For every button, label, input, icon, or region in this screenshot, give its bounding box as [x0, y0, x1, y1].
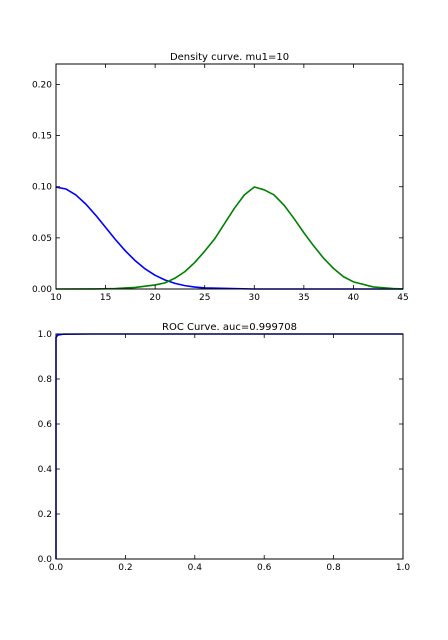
density-x-tick-label: 15	[100, 293, 111, 303]
roc-y-tick-label: 0.0	[38, 555, 53, 565]
density-chart: Density curve. mu1=10 10 15 20 25 30 35 40 45 0.…	[32, 52, 409, 303]
density-y-tick-label: 0.15	[32, 132, 52, 142]
roc-x-tick-label: 0.4	[188, 563, 203, 573]
roc-y-tick-label: 1.0	[38, 330, 53, 340]
roc-x-tick-label: 0.6	[257, 563, 272, 573]
density-x-tick-label: 45	[397, 293, 408, 303]
density-x-tick-label: 25	[199, 293, 210, 303]
roc-plot-frame	[55, 333, 404, 560]
density-x-tick-label: 10	[50, 293, 62, 303]
roc-y-tick-label: 0.6	[38, 420, 53, 430]
density-ticks-layer: 10 15 20 25 30 35 40 45 0.00 0.05 0.10 0.15 0.20	[32, 64, 409, 303]
density-x-tick-label: 35	[298, 293, 309, 303]
density-y-tick-label: 0.00	[32, 285, 52, 295]
density-series-layer	[55, 186, 404, 290]
density-x-tick-label: 30	[249, 293, 261, 303]
roc-y-tick-label: 0.8	[38, 375, 53, 385]
density-chart-title: Density curve. mu1=10	[170, 52, 289, 63]
roc-y-tick-label: 0.4	[38, 465, 53, 475]
density-y-tick-label: 0.05	[32, 234, 52, 244]
density-plot-frame	[55, 63, 404, 290]
density-y-tick-label: 0.10	[32, 183, 52, 193]
density-y-tick-label: 0.20	[32, 80, 52, 90]
density-series-line-0	[55, 186, 403, 290]
roc-series-line-0	[55, 333, 403, 559]
roc-chart: ROC Curve. auc=0.999708 0.0 0.2 0.4 0.6 0.8 1…	[38, 322, 411, 573]
density-x-tick-label: 40	[348, 293, 360, 303]
roc-chart-title: ROC Curve. auc=0.999708	[162, 322, 297, 333]
roc-x-tick-label: 0.2	[118, 563, 132, 573]
density-x-tick-label: 20	[149, 293, 161, 303]
density-series-line-1	[55, 186, 404, 290]
roc-series-layer	[55, 333, 403, 559]
roc-x-tick-label: 0.8	[326, 563, 341, 573]
roc-x-tick-label: 0.0	[49, 563, 64, 573]
roc-ticks-layer: 0.0 0.2 0.4 0.6 0.8 1.0 0.0 0.2 0.4 0.6 0.8 1.0	[38, 330, 411, 573]
roc-y-tick-label: 0.2	[38, 510, 52, 520]
roc-x-tick-label: 1.0	[396, 563, 411, 573]
